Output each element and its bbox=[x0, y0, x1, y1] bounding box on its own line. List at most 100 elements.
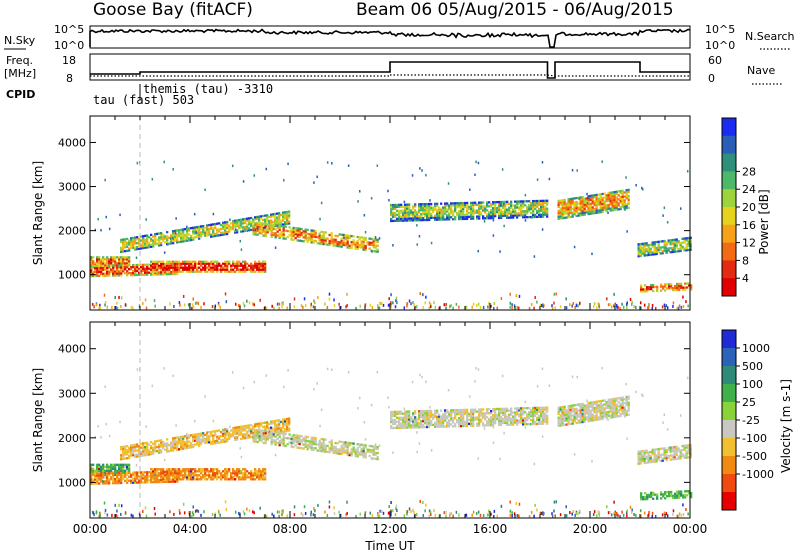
power-cell bbox=[262, 230, 265, 233]
power-cell bbox=[114, 270, 117, 273]
velocity-cell bbox=[326, 450, 329, 454]
power-cell bbox=[567, 216, 570, 219]
velocity-cell bbox=[208, 437, 211, 440]
power-cell bbox=[607, 207, 610, 211]
power-cell bbox=[140, 267, 143, 271]
velocity-cell bbox=[158, 447, 161, 450]
power-cell bbox=[310, 233, 313, 236]
velocity-cell bbox=[174, 476, 177, 479]
power-cell bbox=[286, 229, 289, 233]
power-cell bbox=[200, 225, 203, 228]
power-cell bbox=[434, 204, 437, 207]
velocity-cell bbox=[581, 404, 584, 408]
power-cell bbox=[561, 216, 564, 220]
power-cell bbox=[246, 299, 248, 303]
velocity-cell bbox=[500, 407, 503, 411]
power-cell bbox=[232, 225, 235, 229]
power-cell bbox=[643, 244, 646, 247]
power-cell bbox=[238, 268, 241, 271]
velocity-cell bbox=[140, 452, 143, 455]
velocity-cell bbox=[466, 424, 469, 428]
power-cell bbox=[428, 214, 431, 218]
power-colorbar-tick-label: 4 bbox=[742, 272, 749, 285]
velocity-cell bbox=[174, 436, 177, 440]
power-cell bbox=[601, 204, 604, 208]
power-cell bbox=[262, 226, 265, 230]
velocity-cell bbox=[402, 418, 405, 421]
velocity-cell bbox=[150, 446, 153, 450]
power-cell bbox=[412, 213, 415, 216]
power-cell bbox=[350, 244, 353, 248]
power-cell bbox=[278, 216, 281, 219]
velocity-cell bbox=[242, 437, 245, 440]
velocity-cell bbox=[454, 423, 457, 426]
power-cell bbox=[426, 216, 429, 220]
power-cell bbox=[400, 209, 403, 212]
power-cell bbox=[557, 213, 560, 216]
velocity-cell bbox=[250, 429, 253, 433]
velocity-cell bbox=[506, 423, 509, 426]
velocity-cell bbox=[236, 436, 239, 439]
power-cell bbox=[410, 219, 413, 222]
power-cell bbox=[172, 232, 175, 235]
power-cell bbox=[522, 200, 525, 203]
velocity-cell bbox=[262, 431, 265, 435]
velocity-cell bbox=[160, 451, 163, 454]
velocity-cell bbox=[176, 480, 179, 483]
velocity-cell bbox=[164, 448, 167, 451]
power-cell bbox=[454, 210, 457, 213]
velocity-cell bbox=[100, 465, 103, 468]
power-cell bbox=[108, 272, 111, 275]
velocity-cell bbox=[494, 421, 497, 425]
power-cell bbox=[518, 306, 520, 310]
power-cell bbox=[150, 245, 153, 248]
power-cell bbox=[103, 293, 106, 297]
power-cell bbox=[246, 225, 249, 228]
power-cell bbox=[330, 240, 333, 243]
velocity-cell bbox=[404, 416, 407, 419]
power-cell bbox=[414, 213, 417, 216]
velocity-cell bbox=[542, 406, 545, 409]
velocity-cell bbox=[136, 481, 139, 484]
velocity-cell bbox=[198, 478, 201, 481]
power-cell bbox=[369, 303, 372, 307]
velocity-cell bbox=[396, 426, 399, 430]
velocity-cell bbox=[288, 437, 291, 440]
velocity-cell bbox=[246, 476, 249, 479]
velocity-cell bbox=[334, 449, 337, 453]
velocity-cell bbox=[585, 408, 588, 411]
velocity-cell bbox=[522, 417, 525, 420]
power-cell bbox=[106, 264, 109, 267]
velocity-cell bbox=[226, 472, 229, 475]
power-cell bbox=[500, 208, 503, 212]
velocity-cell bbox=[198, 468, 201, 471]
power-cell bbox=[268, 215, 271, 219]
velocity-cell bbox=[506, 419, 509, 422]
power-cell bbox=[142, 263, 145, 267]
power-cell bbox=[262, 234, 265, 237]
power-cell bbox=[288, 230, 291, 233]
power-cell bbox=[506, 214, 509, 217]
power-cell bbox=[476, 211, 479, 214]
power-cell bbox=[534, 207, 537, 211]
power-cell bbox=[262, 270, 265, 273]
velocity-cell bbox=[565, 411, 568, 414]
power-cell bbox=[174, 231, 177, 235]
velocity-cell bbox=[559, 418, 562, 421]
power-cell bbox=[538, 207, 541, 211]
velocity-cell bbox=[440, 419, 443, 422]
velocity-cell bbox=[164, 470, 167, 473]
power-cell bbox=[480, 213, 483, 216]
power-cell bbox=[482, 215, 485, 218]
velocity-cell bbox=[348, 441, 351, 445]
velocity-cell bbox=[262, 468, 265, 471]
velocity-cell bbox=[278, 435, 281, 439]
power-cell bbox=[530, 205, 533, 209]
velocity-cell bbox=[530, 408, 533, 412]
power-cell bbox=[532, 209, 535, 213]
power-cell bbox=[444, 202, 447, 205]
power-cell bbox=[95, 303, 98, 307]
power-cell bbox=[156, 262, 159, 265]
power-cell bbox=[583, 209, 586, 212]
